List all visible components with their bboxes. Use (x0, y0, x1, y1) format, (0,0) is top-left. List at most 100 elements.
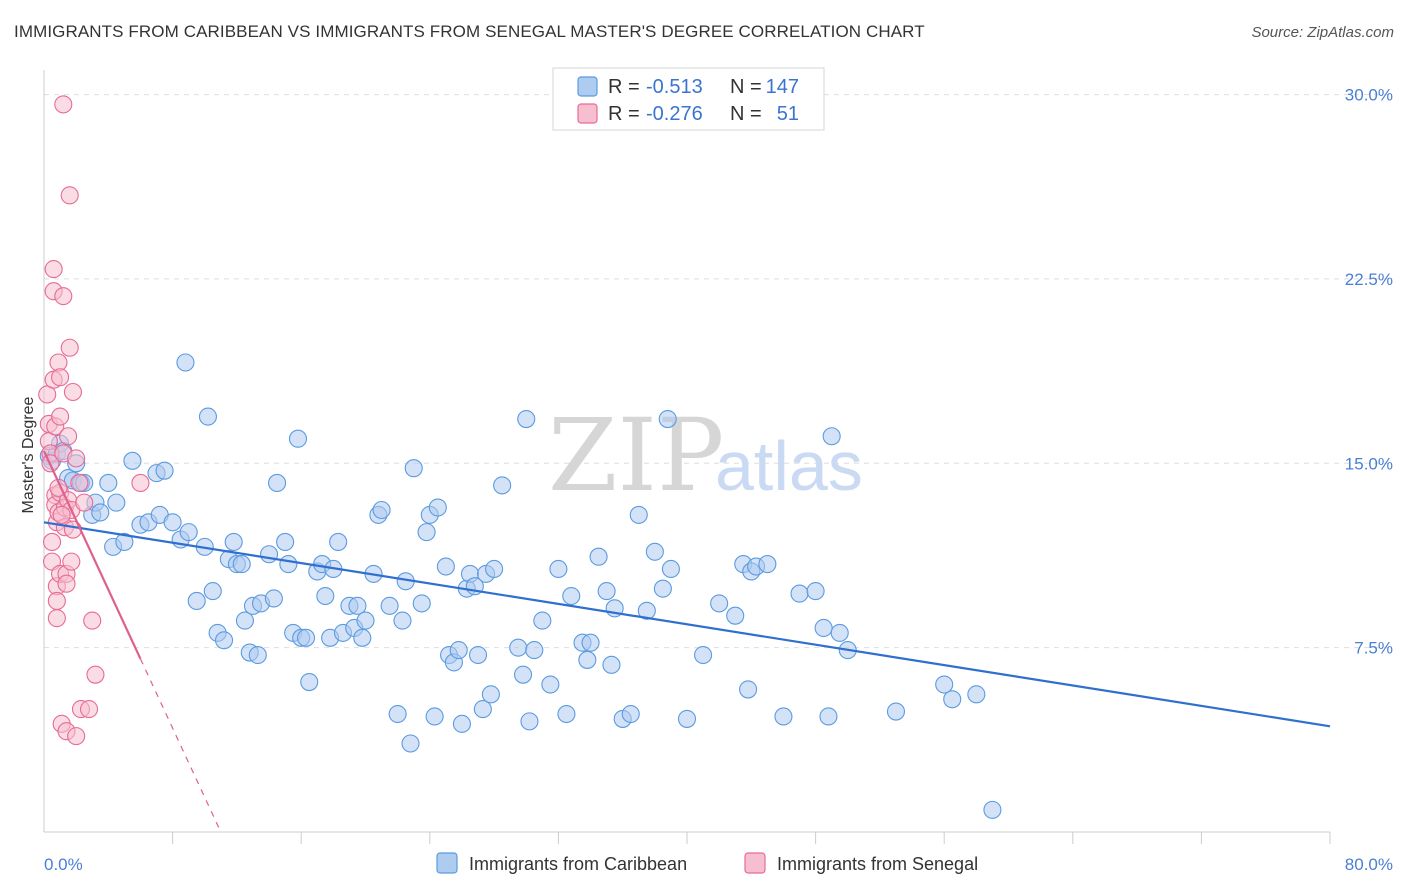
senegal-point (79, 700, 99, 719)
bottom-legend-swatch-senegal (744, 852, 766, 874)
legend-n-label-caribbean: N = (730, 76, 762, 98)
bottom-legend-label-caribbean: Immigrants from Caribbean (469, 854, 687, 874)
caribbean-point (967, 685, 986, 704)
caribbean-point (468, 645, 488, 665)
senegal-point (60, 186, 79, 205)
caribbean-point (621, 704, 640, 724)
caribbean-point (276, 532, 295, 551)
legend-r-label-senegal: R = (608, 103, 640, 125)
caribbean-point (581, 633, 600, 652)
caribbean-point (348, 596, 367, 615)
caribbean-point (557, 704, 576, 724)
caribbean-point (248, 645, 267, 665)
legend-r-value-senegal: -0.276 (646, 103, 703, 125)
senegal-point (42, 532, 62, 551)
senegal-point (131, 473, 150, 493)
senegal-point (54, 287, 73, 306)
caribbean-point (589, 547, 608, 566)
caribbean-point (653, 579, 672, 598)
caribbean-point (637, 601, 656, 620)
caribbean-point (232, 555, 251, 574)
legend-n-label-senegal: N = (730, 103, 762, 125)
caribbean-point (578, 650, 597, 669)
caribbean-point (452, 714, 472, 733)
caribbean-point (264, 589, 283, 608)
caribbean-point (99, 473, 118, 493)
caribbean-point (790, 584, 809, 603)
caribbean-point (645, 542, 664, 561)
legend-n-value-senegal: 51 (777, 103, 799, 125)
series-caribbean-points (39, 353, 1002, 819)
senegal-point (51, 368, 70, 387)
top-legend-box (552, 67, 825, 131)
watermark-atlas: atlas (715, 427, 863, 505)
caribbean-point (935, 675, 954, 694)
caribbean-point (517, 409, 536, 429)
caribbean-point (187, 591, 206, 610)
caribbean-point (268, 473, 287, 493)
caribbean-point (259, 545, 279, 564)
senegal-point (52, 505, 71, 524)
caribbean-point (449, 641, 468, 660)
caribbean-point (629, 505, 648, 524)
x-tick-label-min: 0.0% (44, 855, 83, 874)
caribbean-point (806, 582, 825, 601)
caribbean-point (404, 459, 423, 478)
caribbean-point (372, 500, 391, 520)
caribbean-point (822, 427, 841, 446)
caribbean-point (886, 702, 906, 721)
chart-title: IMMIGRANTS FROM CARIBBEAN VS IMMIGRANTS … (14, 22, 925, 41)
x-tick-label-max: 80.0% (1345, 855, 1393, 874)
caribbean-point (436, 557, 455, 576)
caribbean-point (279, 555, 298, 574)
caribbean-point (533, 611, 552, 630)
caribbean-point (597, 582, 616, 601)
caribbean-point (758, 555, 777, 574)
caribbean-point (520, 712, 539, 731)
caribbean-point (224, 532, 243, 551)
bottom-legend: Immigrants from Caribbean Immigrants fro… (436, 852, 978, 874)
trendline-senegal-extension (139, 658, 222, 833)
trendlines (43, 450, 1331, 833)
senegal-point (44, 260, 63, 279)
senegal-point (47, 591, 66, 610)
senegal-point (67, 449, 86, 468)
caribbean-point (541, 675, 560, 694)
caribbean-point (509, 638, 528, 657)
senegal-point (54, 95, 73, 114)
caribbean-point (316, 586, 335, 606)
senegal-point (57, 574, 76, 593)
caribbean-point (493, 476, 512, 495)
y-axis-tick-labels: 7.5% 15.0% 22.5% 30.0% (1345, 86, 1393, 658)
caribbean-point (155, 461, 174, 480)
caribbean-point (661, 559, 680, 579)
y-tick-label: 7.5% (1354, 639, 1393, 658)
caribbean-point (380, 596, 399, 615)
y-axis-label: Master's Degree (20, 396, 37, 513)
caribbean-point (329, 532, 348, 551)
legend-n-value-caribbean: 147 (766, 76, 799, 98)
caribbean-point (481, 685, 500, 704)
caribbean-point (203, 582, 222, 601)
bottom-legend-label-senegal: Immigrants from Senegal (777, 854, 978, 874)
y-tick-label: 22.5% (1345, 270, 1393, 289)
legend-r-label-caribbean: R = (608, 76, 640, 98)
top-legend: R = -0.513 N = 147 R = -0.276 N = 51 (552, 67, 825, 131)
caribbean-point (353, 628, 372, 647)
caribbean-point (710, 594, 729, 613)
watermark: ZIP atlas (548, 397, 863, 514)
caribbean-point (300, 673, 319, 692)
senegal-point (75, 493, 94, 512)
legend-swatch-caribbean (577, 76, 598, 97)
senegal-point (70, 473, 89, 493)
legend-swatch-senegal (577, 103, 598, 124)
caribbean-point (983, 800, 1002, 819)
caribbean-point (549, 559, 568, 579)
caribbean-point (179, 523, 198, 542)
senegal-point (86, 665, 105, 684)
caribbean-point (123, 451, 142, 470)
caribbean-point (288, 429, 308, 448)
caribbean-point (943, 690, 962, 709)
trendline-caribbean (43, 521, 1331, 728)
